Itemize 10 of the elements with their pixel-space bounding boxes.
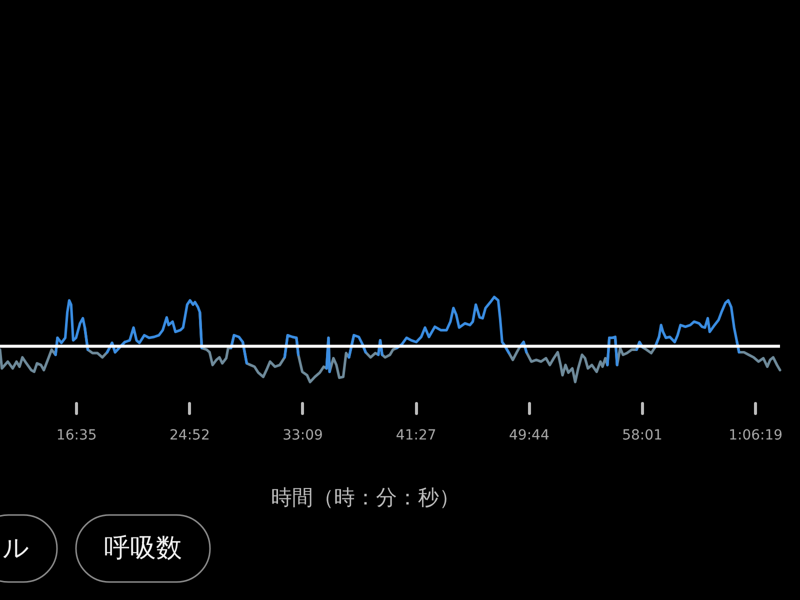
x-tick-label: 49:44 (509, 428, 550, 444)
x-tick-label: 33:09 (282, 428, 323, 444)
x-tick-label: 41:27 (396, 428, 436, 444)
x-axis-title: 時間（時：分：秒） (271, 486, 460, 510)
x-tick-label: 58:01 (622, 428, 662, 444)
text: ル (2, 534, 30, 564)
x-tick-label: 1:06:19 (728, 428, 783, 444)
x-tick-label: 24:52 (170, 428, 210, 444)
x-tick-label: 16:35 (56, 428, 97, 444)
text: 呼吸数 (104, 534, 182, 564)
